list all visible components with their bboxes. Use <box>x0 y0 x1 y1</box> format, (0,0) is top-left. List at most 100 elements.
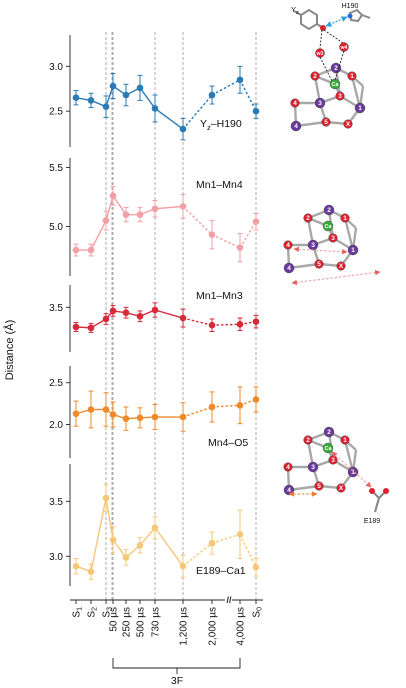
oxygen-atom <box>290 98 300 108</box>
data-point <box>102 494 110 502</box>
manganese-atom <box>330 62 342 74</box>
panel-mn1-mn4: 5.0 5.5 Mn1–Mn4 <box>49 158 260 276</box>
oxygen-atom <box>335 91 345 101</box>
histidine-label: H190 <box>342 3 359 10</box>
series-line-segment <box>105 497 114 540</box>
y-tick-label: 3.5 <box>49 497 63 508</box>
oxygen-atom-label: 1 <box>350 73 354 80</box>
data-point <box>109 192 117 200</box>
oxygen-atom <box>314 259 324 269</box>
manganese-atom <box>290 120 302 132</box>
data-point <box>179 125 187 133</box>
structure-diagram-1: Yz H190 w3 w4 4 2 1 3 5 X 2 3 1 4 Ca <box>290 3 371 132</box>
x-tick-label: S0 <box>252 607 264 618</box>
data-point <box>252 107 260 115</box>
hbond <box>334 50 345 81</box>
axis-break-mark: // <box>226 595 232 605</box>
y-tick-label: 2.5 <box>49 107 63 118</box>
data-point <box>236 244 244 251</box>
data-point <box>236 402 244 409</box>
oxygen-atom-label: X <box>339 485 344 492</box>
data-point <box>252 396 260 403</box>
oxygen-atom-label: 5 <box>317 261 321 268</box>
x-tick-label: 500 µs <box>136 607 147 637</box>
oxygen-atom-label: 3 <box>331 457 335 464</box>
tyrosine-ring <box>300 8 318 31</box>
data-point <box>122 415 130 422</box>
oxygen-atom <box>328 233 338 243</box>
data-point <box>136 414 144 422</box>
data-point <box>179 562 187 570</box>
bond <box>343 217 355 251</box>
data-point <box>151 306 159 314</box>
series-label: Yz–H190 <box>200 118 242 132</box>
data-point <box>87 568 95 576</box>
data-point <box>136 542 144 549</box>
series-line-segment <box>112 539 127 558</box>
manganese-atom-label: 3 <box>311 464 315 471</box>
data-point <box>87 97 95 104</box>
oxygen-atom-label: 5 <box>317 483 321 490</box>
distance-arrow <box>291 269 381 286</box>
data-point <box>87 324 95 332</box>
calcium-atom-label: Ca <box>331 82 339 88</box>
data-point <box>252 318 260 325</box>
data-point <box>122 309 130 316</box>
series-line-segment <box>105 195 114 221</box>
oxygen-atom-label: 4 <box>286 464 290 471</box>
series-label: Mn4–O5 <box>208 437 248 449</box>
e189-oxygen <box>383 488 389 494</box>
tyrosine-label: Yz <box>291 5 299 16</box>
oxygen-atom-label: 1 <box>343 437 347 444</box>
data-point <box>151 413 159 421</box>
calcium-atom-label: Ca <box>324 446 332 452</box>
series-label: Mn1–Mn3 <box>196 290 243 302</box>
manganese-atom <box>323 204 335 216</box>
distance-arrow <box>331 451 372 488</box>
manganese-atom <box>354 102 366 114</box>
oxygen-atom <box>340 435 350 445</box>
data-point <box>208 403 216 411</box>
distance-arrow <box>293 246 348 255</box>
data-point <box>102 315 110 323</box>
oxygen-atom <box>347 71 357 81</box>
oxygen-atom-label: 3 <box>331 235 335 242</box>
x-tick-label: 4,000 µs <box>236 607 247 646</box>
x-tick-label: 1,200 µs <box>179 607 190 646</box>
oxygen-atom-label: 4 <box>286 242 290 249</box>
x-tick-label: S2 <box>87 607 99 618</box>
manganese-atom-label: 3 <box>318 100 322 107</box>
data-point <box>72 562 80 570</box>
oxygen-atom <box>321 117 331 127</box>
series-line-segment <box>239 221 257 249</box>
oxygen-atom-label: X <box>339 263 344 270</box>
series-line-segment <box>182 94 213 130</box>
group-bracket <box>112 658 241 669</box>
oxygen-atom <box>283 462 293 472</box>
chart-panels: 2.53.0Yz–H1905.05.5Mn1–Mn43.5Mn1–Mn32.02… <box>49 35 260 586</box>
panel-yz-h190: 2.5 3.0 Yz–H190 <box>49 35 260 147</box>
series-line-segment <box>139 87 156 109</box>
data-point <box>87 406 95 413</box>
data-point <box>151 105 159 112</box>
data-point <box>252 218 260 226</box>
group-label: 3F <box>171 675 183 687</box>
data-point <box>179 203 187 210</box>
data-point <box>236 321 244 328</box>
oxygen-atom <box>340 213 350 223</box>
panel-mn1-mn3: 3.5 Mn1–Mn3 <box>49 285 260 352</box>
oxygen-atom-label: 2 <box>313 73 317 80</box>
data-point <box>136 84 144 92</box>
data-point <box>72 94 80 102</box>
oxygen-atom <box>314 481 324 491</box>
oxygen-atom-label: X <box>346 121 351 128</box>
data-point <box>208 539 216 547</box>
histidine-ring <box>348 8 364 23</box>
manganese-atom <box>347 244 359 256</box>
manganese-atom <box>307 461 319 473</box>
e189-label: E189 <box>364 518 380 525</box>
panel-e189-ca1: 3.0 3.5 E189–Ca1 <box>49 464 260 586</box>
